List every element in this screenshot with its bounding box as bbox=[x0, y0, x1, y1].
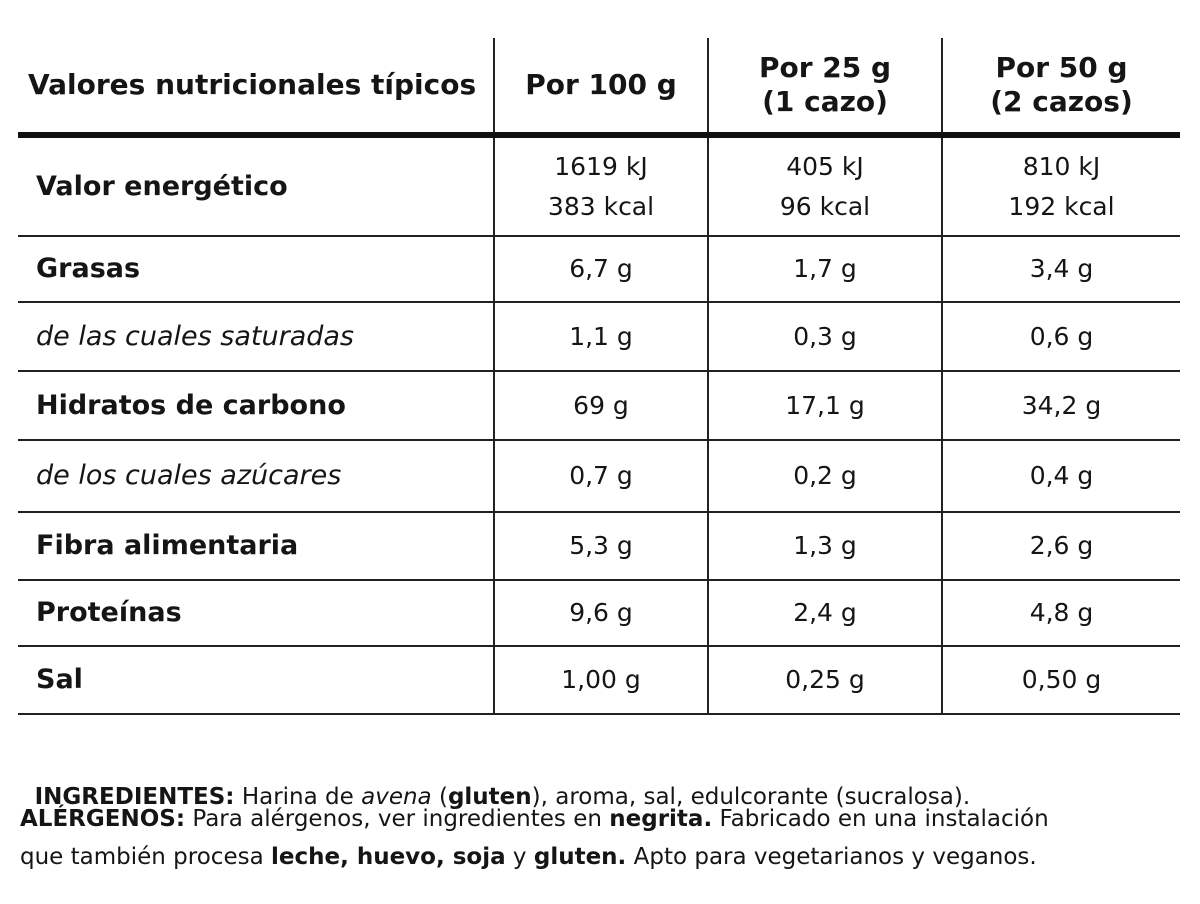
text: Fabricado en una instalación bbox=[712, 806, 1049, 832]
value-cell: 0,2 g bbox=[707, 440, 942, 512]
row-label: de las cuales saturadas bbox=[36, 320, 355, 352]
cell-line: 0,3 g bbox=[793, 321, 857, 351]
table-row: de los cuales azúcares 0,7 g 0,2 g 0,4 g bbox=[18, 440, 1180, 512]
value-cell: 2,6 g bbox=[941, 512, 1180, 580]
table-row: Grasas 6,7 g 1,7 g 3,4 g bbox=[18, 236, 1180, 302]
value-cell: 3,4 g bbox=[941, 236, 1180, 302]
cell-line: 17,1 g bbox=[785, 390, 865, 420]
text-bold: negrita. bbox=[609, 806, 713, 832]
table-body: Valores nutricionales típicos Por 100 g Po… bbox=[18, 38, 1180, 714]
table-row: de las cuales saturadas 1,1 g 0,3 g 0,6 g bbox=[18, 302, 1180, 371]
text: ), aroma, sal, edulcorante (sucralosa). bbox=[531, 784, 971, 810]
cell-line: 1,3 g bbox=[793, 531, 857, 560]
table-row: Hidratos de carbono 69 g 17,1 g 34,2 g bbox=[18, 371, 1180, 440]
cell-line: Por 50 g bbox=[995, 51, 1128, 84]
value-cell: 1619 kJ 383 kcal bbox=[493, 135, 708, 236]
cell-line: 0,50 g bbox=[1021, 665, 1102, 694]
row-label: Hidratos de carbono bbox=[36, 389, 346, 421]
cell-line: 96 kcal bbox=[779, 191, 871, 221]
cell-line: 383 kcal bbox=[547, 191, 655, 221]
text: ( bbox=[431, 784, 448, 810]
header-cell: Por 50 g (2 cazos) bbox=[941, 38, 1180, 135]
text: Apto para vegetarianos y veganos. bbox=[626, 844, 1037, 870]
cell-line: 1,7 g bbox=[793, 254, 857, 283]
allergens-line: que también procesa leche, huevo, soja y… bbox=[20, 842, 1037, 872]
header-cell: Por 100 g bbox=[493, 38, 708, 135]
row-label: de los cuales azúcares bbox=[36, 460, 342, 491]
value-cell: 2,4 g bbox=[707, 580, 942, 646]
allergens-line: ALÉRGENOS: Para alérgenos, ver ingredien… bbox=[20, 804, 1049, 834]
cell-line: 0,7 g bbox=[569, 461, 633, 490]
cell-line: (2 cazos) bbox=[990, 85, 1133, 118]
row-label: Sal bbox=[36, 664, 83, 695]
ingredients-label: INGREDIENTES: bbox=[34, 784, 235, 810]
value-cell: 0,50 g bbox=[941, 646, 1180, 714]
cell-line: 69 g bbox=[573, 390, 629, 420]
text-bold: gluten bbox=[447, 784, 532, 810]
cell-line: 34,2 g bbox=[1021, 390, 1102, 420]
table-row: Valor energético 1619 kJ 383 kcal 405 kJ 96 … bbox=[18, 135, 1180, 236]
cell-line: 3,4 g bbox=[1029, 254, 1094, 283]
table-row: Sal 1,00 g 0,25 g 0,50 g bbox=[18, 646, 1180, 714]
value-cell: 0,3 g bbox=[707, 302, 942, 371]
value-cell: 5,3 g bbox=[493, 512, 708, 580]
cell-line: 0,2 g bbox=[793, 461, 857, 490]
cell-line: Por 100 g bbox=[525, 68, 677, 101]
cell-line: 1,1 g bbox=[569, 321, 633, 351]
value-cell: 6,7 g bbox=[493, 236, 708, 302]
value-cell: 17,1 g bbox=[707, 371, 942, 440]
value-cell: 810 kJ 192 kcal bbox=[941, 135, 1180, 236]
text: que también procesa bbox=[20, 844, 271, 870]
header-row: Valores nutricionales típicos Por 100 g Po… bbox=[18, 38, 1180, 135]
value-cell: 69 g bbox=[493, 371, 708, 440]
cell-line: 2,6 g bbox=[1029, 531, 1094, 560]
value-cell: 405 kJ 96 kcal bbox=[707, 135, 942, 236]
cell-line: 1,00 g bbox=[561, 665, 641, 694]
cell-line: 6,7 g bbox=[569, 254, 633, 283]
ingredients: INGREDIENTES: Harina de avena (gluten), … bbox=[20, 752, 971, 812]
header-label: Valores nutricionales típicos bbox=[28, 68, 477, 101]
row-label: Grasas bbox=[36, 253, 141, 284]
header-cell: Por 25 g (1 cazo) bbox=[707, 38, 942, 135]
value-cell: 1,00 g bbox=[493, 646, 708, 714]
text-bold: leche, huevo, soja bbox=[271, 844, 506, 870]
allergens-label: ALÉRGENOS: bbox=[20, 806, 186, 832]
row-label: Valor energético bbox=[36, 170, 288, 202]
text: Harina de bbox=[234, 784, 362, 810]
text-bold: gluten. bbox=[533, 844, 627, 870]
cell-line: 4,8 g bbox=[1029, 598, 1094, 627]
text: y bbox=[505, 844, 534, 870]
table-row: Fibra alimentaria 5,3 g 1,3 g 2,6 g bbox=[18, 512, 1180, 580]
cell-line: 810 kJ bbox=[1022, 151, 1101, 181]
value-cell: 0,4 g bbox=[941, 440, 1180, 512]
value-cell: 0,25 g bbox=[707, 646, 942, 714]
value-cell: 34,2 g bbox=[941, 371, 1180, 440]
text: Para alérgenos, ver ingredientes en bbox=[185, 806, 610, 832]
text-italic: avena bbox=[361, 784, 432, 810]
table-row: Proteínas 9,6 g 2,4 g 4,8 g bbox=[18, 580, 1180, 646]
cell-line: 0,4 g bbox=[1029, 461, 1094, 490]
value-cell: 1,1 g bbox=[493, 302, 708, 371]
cell-line: 0,6 g bbox=[1029, 321, 1094, 351]
value-cell: 1,7 g bbox=[707, 236, 942, 302]
nutrition-table: Valores nutricionales típicos Por 100 g Po… bbox=[18, 38, 1180, 715]
cell-line: 0,25 g bbox=[785, 665, 865, 694]
row-label: Fibra alimentaria bbox=[36, 530, 299, 561]
cell-line: 9,6 g bbox=[569, 598, 633, 627]
value-cell: 0,7 g bbox=[493, 440, 708, 512]
value-cell: 0,6 g bbox=[941, 302, 1180, 371]
cell-line: 5,3 g bbox=[569, 531, 633, 560]
value-cell: 9,6 g bbox=[493, 580, 708, 646]
cell-line: 2,4 g bbox=[793, 598, 857, 627]
cell-line: 192 kcal bbox=[1008, 191, 1115, 221]
value-cell: 1,3 g bbox=[707, 512, 942, 580]
cell-line: 405 kJ bbox=[786, 151, 864, 181]
cell-line: (1 cazo) bbox=[762, 85, 888, 118]
row-label: Proteínas bbox=[36, 597, 182, 628]
cell-line: 1619 kJ bbox=[554, 151, 648, 181]
value-cell: 4,8 g bbox=[941, 580, 1180, 646]
cell-line: Por 25 g bbox=[758, 51, 892, 84]
